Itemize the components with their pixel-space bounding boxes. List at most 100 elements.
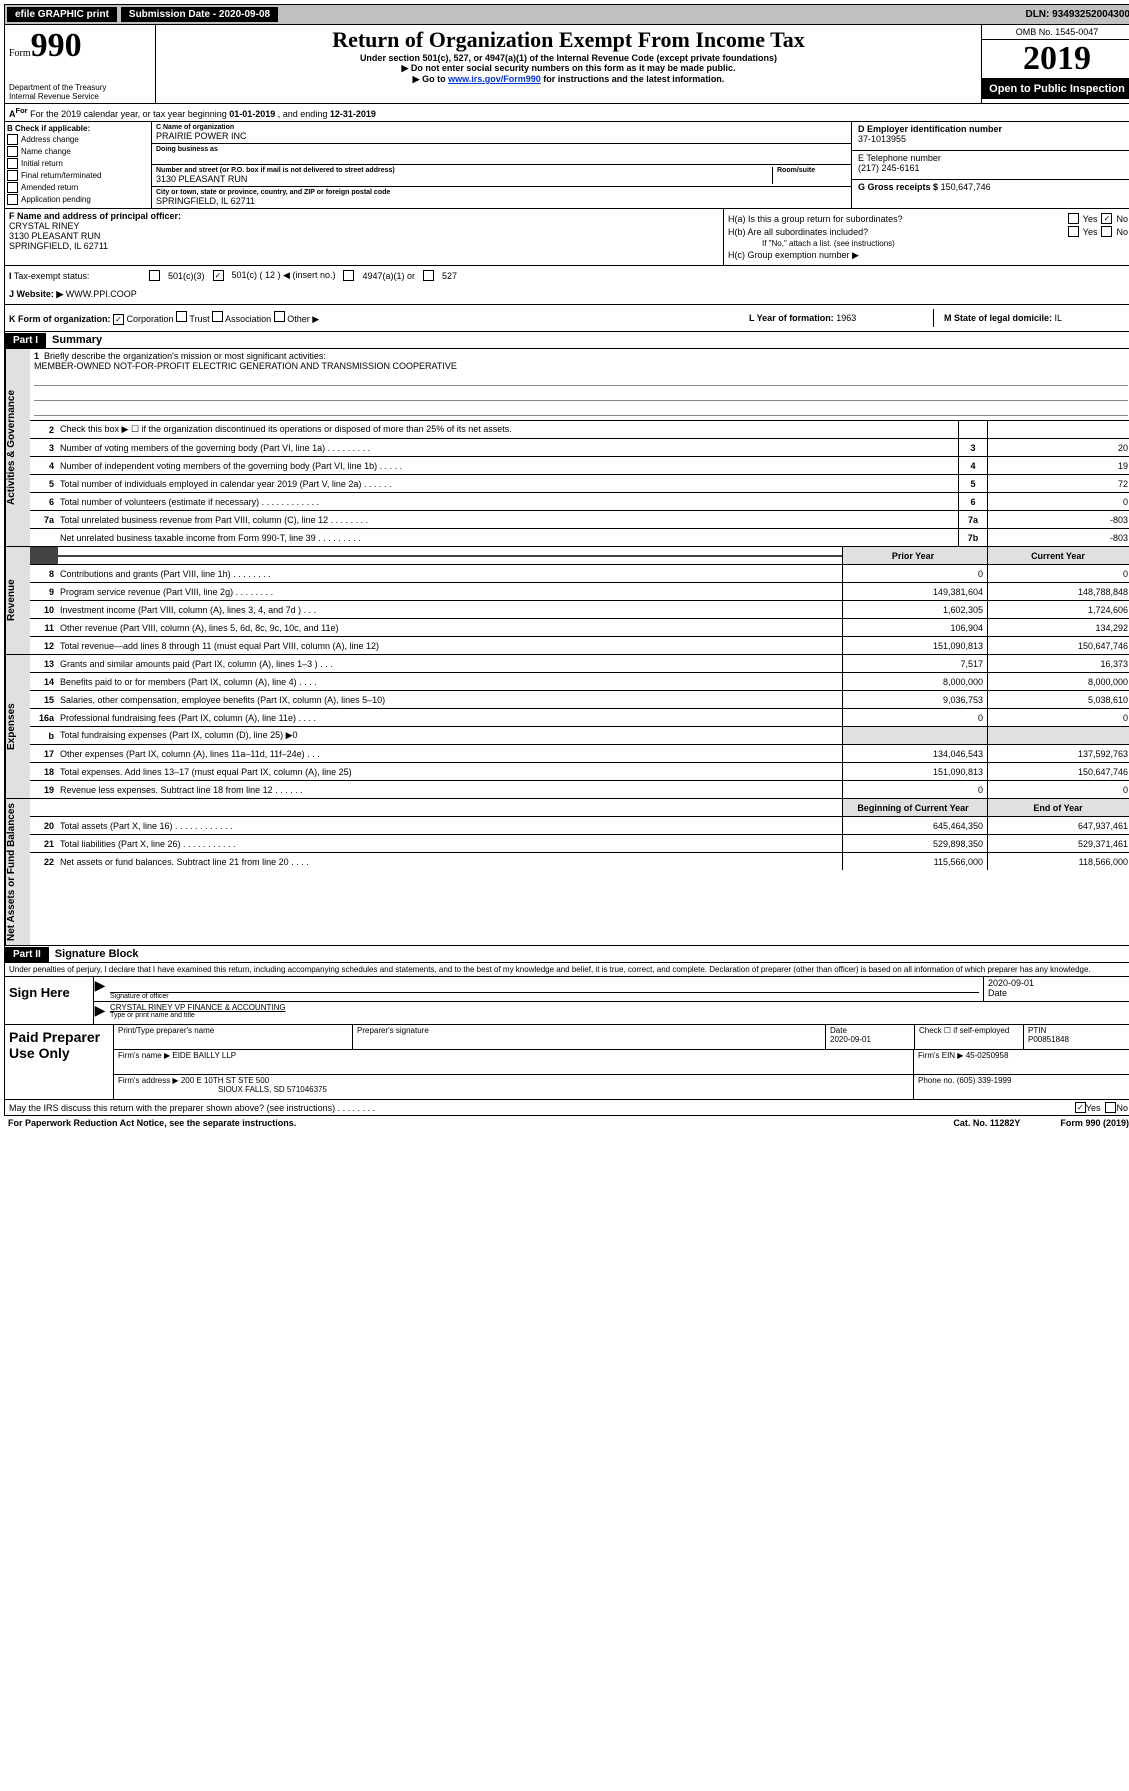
city-label: City or town, state or province, country… [156,189,847,196]
current-val: 647,937,461 [987,817,1129,834]
address-change-checkbox[interactable] [7,134,18,145]
initial-return-checkbox[interactable] [7,158,18,169]
line-ref: 7b [958,529,987,546]
amended-checkbox[interactable] [7,182,18,193]
prior-val: 8,000,000 [842,673,987,690]
4947-label: 4947(a)(1) or [362,271,415,281]
prior-val: 149,381,604 [842,583,987,600]
discuss-row: May the IRS discuss this return with the… [4,1100,1129,1116]
line-desc: Net unrelated business taxable income fr… [58,532,958,544]
year-header-row: Prior Year Current Year [30,547,1129,565]
discuss-yes-checkbox[interactable]: ✓ [1075,1102,1086,1113]
efile-label: efile GRAPHIC print [7,7,117,22]
501c3-checkbox[interactable] [149,270,160,281]
current-val: 0 [987,781,1129,798]
current-val: 5,038,610 [987,691,1129,708]
city-field: City or town, state or province, country… [152,187,851,208]
address-field: Number and street (or P.O. box if mail i… [152,165,851,187]
table-row: 17 Other expenses (Part IX, column (A), … [30,745,1129,763]
assoc-checkbox[interactable] [212,311,223,322]
addr-label: Number and street (or P.O. box if mail i… [156,167,772,174]
line-desc: Total number of volunteers (estimate if … [58,496,958,508]
line-num: 8 [30,569,58,579]
section-fgh: F Name and address of principal officer:… [4,209,1129,266]
line-num: 11 [30,623,58,633]
part-1-badge: Part I [5,333,46,348]
527-checkbox[interactable] [423,270,434,281]
firm-address-cell: Firm's address ▶ 200 E 10TH ST STE 500SI… [114,1075,914,1099]
state-domicile: M State of legal domicile: IL [940,309,1128,327]
table-row: 16a Professional fundraising fees (Part … [30,709,1129,727]
trust-label: Trust [189,314,209,324]
line-num: 20 [30,821,58,831]
form-header: Form990 Department of the Treasury Inter… [4,25,1129,104]
dept-treasury: Department of the Treasury [9,83,151,92]
sign-here-label: Sign Here [5,977,94,1024]
print-name-value: CRYSTAL RINEY VP FINANCE & ACCOUNTING [110,1003,1128,1012]
line-ref [958,421,987,438]
prior-val: 134,046,543 [842,745,987,762]
ha-no-checkbox[interactable]: ✓ [1101,213,1112,224]
form-num: 990 [31,27,82,64]
submission-date: Submission Date - 2020-09-08 [121,7,278,22]
subtitle-2: ▶ Do not enter social security numbers o… [158,63,979,74]
ha-label: H(a) Is this a group return for subordin… [728,214,1064,224]
line-num: 21 [30,839,58,849]
net-header-row: Beginning of Current Year End of Year [30,799,1129,817]
line-desc: Total revenue—add lines 8 through 11 (mu… [58,640,842,652]
current-val: 118,566,000 [987,853,1129,870]
line-num: 2 [30,425,58,435]
501c-checkbox[interactable]: ✓ [213,270,224,281]
trust-checkbox[interactable] [176,311,187,322]
current-val: 1,724,606 [987,601,1129,618]
ein-label: D Employer identification number [858,124,1002,134]
prior-val: 645,464,350 [842,817,987,834]
line-num: 16a [30,713,58,723]
line-num: 7a [30,515,58,525]
discuss-no-checkbox[interactable] [1105,1102,1116,1113]
table-row: 18 Total expenses. Add lines 13–17 (must… [30,763,1129,781]
ha-yes-checkbox[interactable] [1068,213,1079,224]
table-row: 19 Revenue less expenses. Subtract line … [30,781,1129,798]
line-desc: Other revenue (Part VIII, column (A), li… [58,622,842,634]
table-row: 5 Total number of individuals employed i… [30,475,1129,493]
other-checkbox[interactable] [274,311,285,322]
prior-val: 151,090,813 [842,763,987,780]
current-val: 148,788,848 [987,583,1129,600]
line-val [987,421,1129,438]
dln: DLN: 93493252004300 [1025,9,1129,20]
table-row: 20 Total assets (Part X, line 16) . . . … [30,817,1129,835]
current-val: 16,373 [987,655,1129,672]
corp-checkbox[interactable]: ✓ [113,314,124,325]
name-change-checkbox[interactable] [7,146,18,157]
4947-checkbox[interactable] [343,270,354,281]
501c3-label: 501(c)(3) [168,271,205,281]
goto-pre: ▶ Go to [413,74,448,84]
website-label: J Website: ▶ [9,289,63,299]
line-ref: 4 [958,457,987,474]
line-num: 18 [30,767,58,777]
table-row: 2 Check this box ▶ ☐ if the organization… [30,421,1129,439]
irs-label: Internal Revenue Service [9,92,151,101]
firm-phone-cell: Phone no. (605) 339-1999 [914,1075,1129,1099]
check-label: B Check if applicable: [7,124,149,133]
gross-label: G Gross receipts $ [858,182,938,192]
current-val: 134,292 [987,619,1129,636]
current-year-header: Current Year [987,547,1129,564]
revenue-section: Revenue Prior Year Current Year 8 Contri… [4,547,1129,655]
gross-value: 150,647,746 [941,182,991,192]
current-val: 150,647,746 [987,763,1129,780]
hb-no-checkbox[interactable] [1101,226,1112,237]
final-return-checkbox[interactable] [7,170,18,181]
hb-yes-checkbox[interactable] [1068,226,1079,237]
prior-val: 115,566,000 [842,853,987,870]
line-ref: 6 [958,493,987,510]
application-pending-checkbox[interactable] [7,194,18,205]
line-desc: Program service revenue (Part VIII, line… [58,586,842,598]
prior-val: 0 [842,709,987,726]
sig-date-value: 2020-09-01 [988,978,1128,988]
line-desc: Grants and similar amounts paid (Part IX… [58,658,842,670]
line-num: 10 [30,605,58,615]
footer-bottom: For Paperwork Reduction Act Notice, see … [4,1116,1129,1130]
form990-link[interactable]: www.irs.gov/Form990 [448,74,541,84]
